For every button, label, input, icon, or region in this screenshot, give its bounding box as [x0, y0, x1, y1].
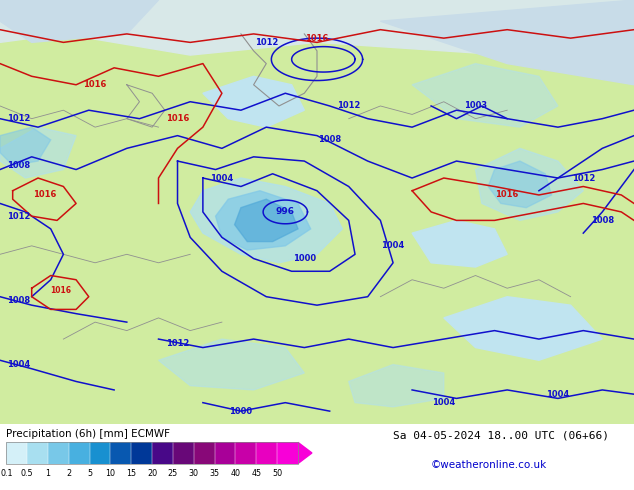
Polygon shape [235, 199, 298, 242]
Text: 1004: 1004 [432, 398, 455, 407]
Polygon shape [158, 339, 304, 390]
Bar [6, 442, 27, 464]
Polygon shape [0, 127, 51, 165]
Bar [215, 442, 235, 464]
Text: 1004: 1004 [210, 173, 233, 182]
Polygon shape [190, 178, 342, 263]
Bar [48, 442, 69, 464]
Polygon shape [412, 64, 558, 127]
Text: 1008: 1008 [318, 135, 341, 145]
Text: 1016: 1016 [84, 80, 107, 89]
Text: 1008: 1008 [591, 216, 614, 225]
Bar [194, 442, 215, 464]
Text: 25: 25 [168, 469, 178, 478]
Text: 1016: 1016 [49, 286, 71, 295]
Polygon shape [0, 0, 634, 64]
Polygon shape [216, 191, 311, 250]
Polygon shape [488, 161, 552, 208]
Bar [131, 442, 152, 464]
Bar [69, 442, 89, 464]
Bar [277, 442, 298, 464]
Text: ©weatheronline.co.uk: ©weatheronline.co.uk [431, 460, 547, 470]
Text: 0.5: 0.5 [21, 469, 34, 478]
Bar [173, 442, 194, 464]
Text: 1016: 1016 [166, 114, 189, 123]
Text: 45: 45 [251, 469, 261, 478]
Polygon shape [444, 297, 602, 360]
Text: 10: 10 [105, 469, 115, 478]
Bar [89, 442, 110, 464]
Text: 1012: 1012 [166, 339, 189, 348]
Text: 0.1: 0.1 [0, 469, 13, 478]
Polygon shape [412, 220, 507, 267]
Text: 1012: 1012 [8, 212, 30, 220]
Text: 1012: 1012 [572, 173, 595, 182]
Bar [235, 442, 256, 464]
Text: 1004: 1004 [8, 360, 30, 369]
Polygon shape [0, 0, 158, 43]
Text: 1016: 1016 [306, 34, 328, 43]
Text: 1008: 1008 [8, 161, 30, 170]
Text: 1000: 1000 [230, 407, 252, 416]
Text: 50: 50 [272, 469, 282, 478]
Text: Sa 04-05-2024 18..00 UTC (06+66): Sa 04-05-2024 18..00 UTC (06+66) [393, 431, 609, 441]
Text: 40: 40 [231, 469, 240, 478]
Bar [152, 442, 173, 464]
Text: 20: 20 [147, 469, 157, 478]
Text: 1: 1 [46, 469, 51, 478]
Text: 1008: 1008 [8, 296, 30, 305]
Polygon shape [380, 0, 634, 85]
Text: 1004: 1004 [547, 390, 569, 399]
Polygon shape [203, 76, 304, 127]
Text: 1012: 1012 [8, 114, 30, 123]
Text: 15: 15 [126, 469, 136, 478]
Text: 1012: 1012 [337, 101, 360, 110]
Text: 2: 2 [67, 469, 72, 478]
Polygon shape [349, 365, 444, 407]
Text: 35: 35 [210, 469, 220, 478]
Text: 1016: 1016 [496, 191, 519, 199]
Text: 1000: 1000 [293, 254, 316, 263]
Polygon shape [298, 442, 312, 464]
Text: 5: 5 [87, 469, 92, 478]
Polygon shape [476, 148, 583, 220]
Text: 1004: 1004 [382, 242, 404, 250]
Bar [27, 442, 48, 464]
Text: Precipitation (6h) [mm] ECMWF: Precipitation (6h) [mm] ECMWF [6, 429, 171, 439]
Bar [6, 442, 298, 464]
Text: 1003: 1003 [464, 101, 487, 110]
Text: 1016: 1016 [33, 191, 56, 199]
Polygon shape [0, 127, 76, 178]
Bar [110, 442, 131, 464]
Text: 996: 996 [276, 207, 295, 217]
Bar [256, 442, 277, 464]
Text: 1012: 1012 [255, 38, 278, 47]
Text: 30: 30 [189, 469, 199, 478]
